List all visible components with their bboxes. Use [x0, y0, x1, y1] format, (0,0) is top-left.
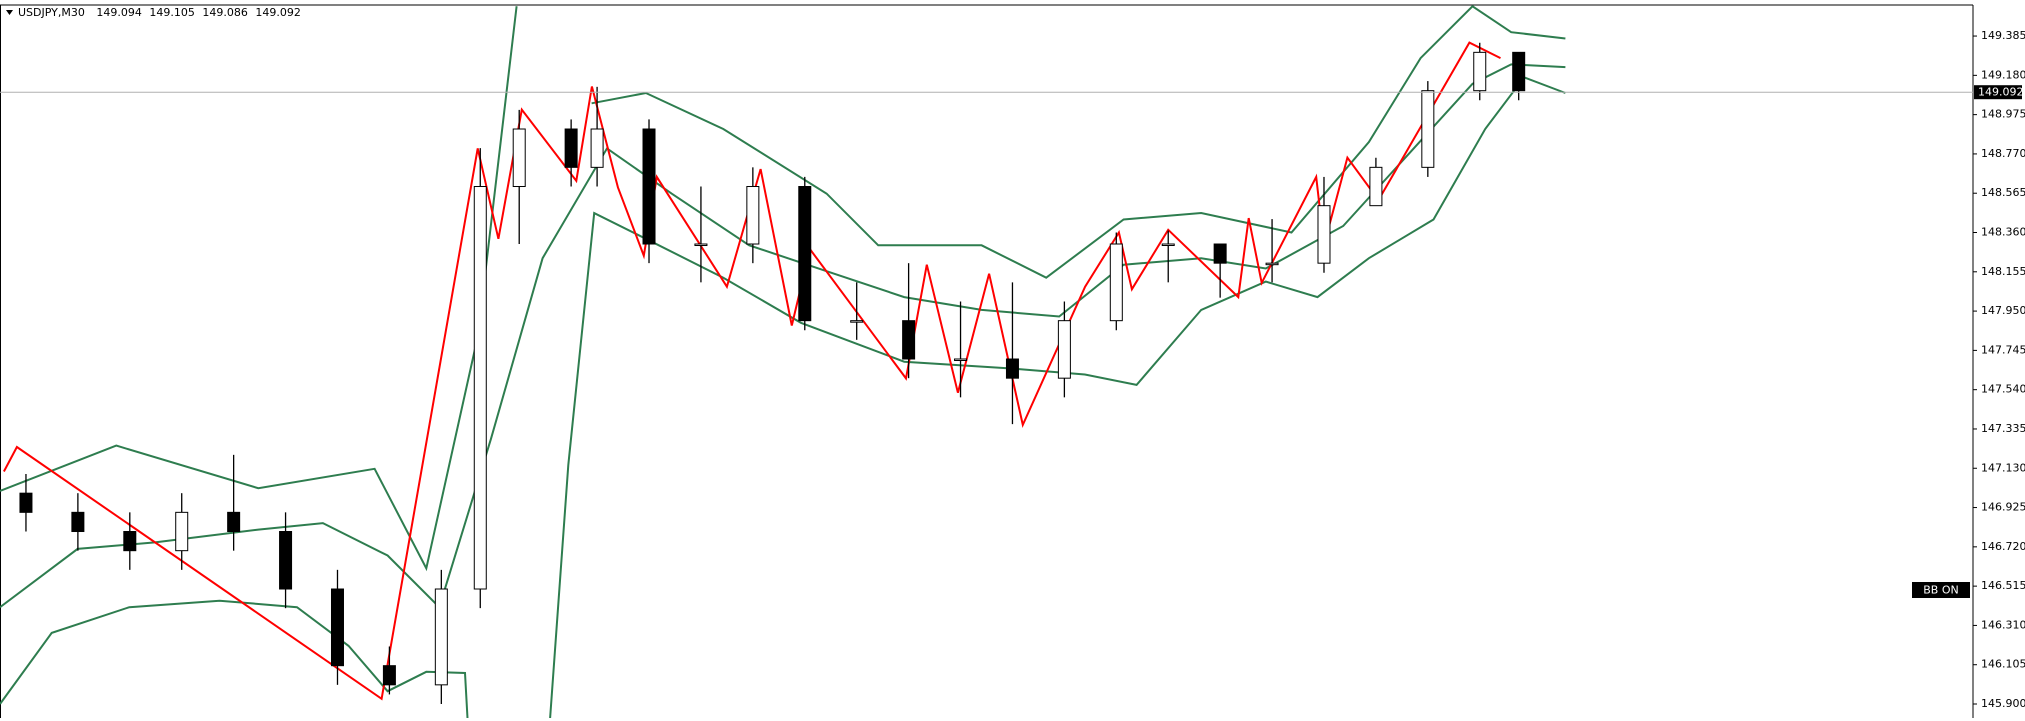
- header-high: 149.105: [149, 6, 195, 19]
- y-tick-label: 147.335: [1981, 422, 2025, 435]
- candle-body: [123, 531, 137, 552]
- plot-area: [0, 5, 1566, 718]
- candle-body: [1369, 166, 1383, 207]
- candle-body: [798, 186, 812, 322]
- y-tick-label: 147.950: [1981, 304, 2025, 317]
- candle-body: [512, 128, 526, 188]
- annotation: BB ON: [1923, 584, 1958, 597]
- candle-body: [434, 588, 448, 686]
- candle-body: [746, 186, 760, 245]
- candle-body: [19, 492, 33, 513]
- y-tick-label: 146.925: [1981, 501, 2025, 514]
- y-tick-label: 148.975: [1981, 108, 2025, 121]
- y-tick-label: 148.565: [1981, 186, 2025, 199]
- chart-header: USDJPY,M30 149.094 149.105 149.086 149.0…: [18, 6, 301, 19]
- y-tick-label: 146.515: [1981, 579, 2025, 592]
- menu-triangle[interactable]: [6, 10, 13, 15]
- bollinger-band: [0, 63, 1566, 610]
- candle-body: [642, 128, 656, 245]
- annotation-box: [1912, 582, 1970, 598]
- candle-body: [1421, 90, 1435, 168]
- y-tick-label: 147.540: [1981, 383, 2025, 396]
- candle-body: [1057, 320, 1071, 379]
- candle-body: [694, 243, 708, 247]
- candle-body: [1213, 243, 1227, 264]
- y-tick-label: 148.155: [1981, 265, 2025, 278]
- y-tick-label: 148.770: [1981, 147, 2025, 160]
- y-tick-label: 147.130: [1981, 461, 2025, 474]
- candle-body: [850, 320, 864, 323]
- header-low: 149.086: [202, 6, 248, 19]
- y-tick-label: 149.180: [1981, 68, 2025, 81]
- current-price-box: [1974, 85, 2022, 100]
- y-tick-label: 145.900: [1981, 697, 2025, 710]
- symbol: USDJPY,M30: [18, 6, 85, 19]
- candle-body: [175, 511, 189, 552]
- candle-body: [473, 186, 487, 590]
- candle-body: [1109, 243, 1123, 322]
- header-open: 149.094: [96, 6, 142, 19]
- candle-body: [382, 665, 396, 686]
- candle-body: [590, 128, 604, 168]
- candle-body: [1161, 243, 1175, 247]
- candle-body: [1005, 358, 1019, 379]
- candle-body: [279, 531, 293, 590]
- candle-body: [954, 358, 968, 362]
- header-close: 149.092: [255, 6, 301, 19]
- y-tick-label: 148.360: [1981, 226, 2025, 239]
- candle-body: [1512, 51, 1526, 92]
- candle-body: [902, 320, 916, 360]
- y-tick-label: 146.310: [1981, 618, 2025, 631]
- candle-body: [330, 588, 344, 667]
- y-tick-label: 149.385: [1981, 29, 2025, 42]
- candle-body: [1473, 51, 1487, 92]
- y-tick-label: 147.745: [1981, 343, 2025, 356]
- y-tick-label: 146.105: [1981, 658, 2025, 671]
- candle-body: [227, 511, 241, 533]
- zigzag-line: [3, 41, 1501, 701]
- current-price-label: 149.092: [1978, 86, 2024, 99]
- y-tick-label: 146.720: [1981, 540, 2025, 553]
- candle-body: [1317, 205, 1331, 264]
- candle-body: [564, 128, 578, 168]
- candle-body: [71, 511, 85, 533]
- candle-body: [1265, 262, 1279, 266]
